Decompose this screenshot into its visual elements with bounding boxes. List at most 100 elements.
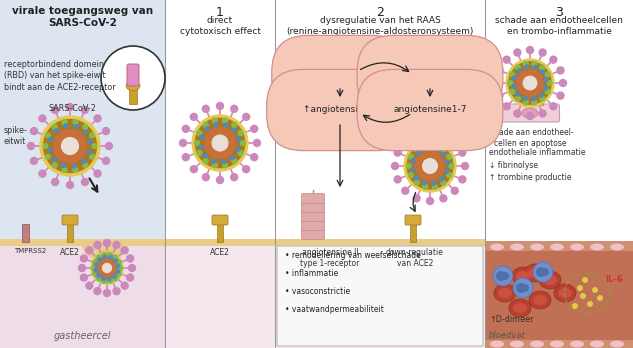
Circle shape (121, 247, 128, 254)
Circle shape (44, 120, 96, 172)
Circle shape (49, 137, 53, 142)
Circle shape (408, 154, 413, 159)
Circle shape (83, 124, 88, 129)
Bar (217, 220, 223, 242)
Circle shape (496, 92, 503, 99)
Circle shape (597, 295, 603, 301)
Circle shape (101, 253, 106, 258)
Circle shape (92, 143, 97, 149)
Circle shape (93, 254, 121, 282)
Circle shape (121, 282, 128, 289)
Circle shape (64, 124, 68, 128)
Circle shape (191, 166, 197, 173)
Circle shape (203, 105, 210, 112)
Circle shape (533, 262, 553, 282)
Circle shape (510, 72, 515, 77)
Circle shape (517, 70, 543, 96)
Circle shape (212, 159, 216, 163)
Circle shape (107, 277, 111, 281)
Circle shape (432, 143, 437, 148)
Circle shape (182, 154, 189, 161)
Circle shape (75, 125, 78, 129)
Circle shape (94, 242, 101, 248)
Circle shape (539, 110, 546, 117)
Circle shape (459, 149, 466, 156)
Circle shape (413, 130, 420, 137)
Circle shape (88, 140, 92, 144)
Circle shape (52, 124, 57, 129)
Circle shape (223, 118, 228, 123)
Circle shape (516, 92, 520, 96)
Bar (538, 94, 544, 106)
Circle shape (53, 158, 57, 161)
Circle shape (204, 128, 235, 158)
Circle shape (83, 163, 88, 168)
Circle shape (545, 89, 550, 94)
Circle shape (82, 106, 89, 113)
Circle shape (425, 147, 429, 151)
Circle shape (91, 266, 96, 270)
Text: receptorbindend domein
(RBD) van het spike-eiwit
bindt aan de ACE2-receptor: receptorbindend domein (RBD) van het spi… (4, 60, 116, 92)
Circle shape (514, 110, 521, 117)
Circle shape (230, 155, 235, 159)
Circle shape (253, 140, 261, 147)
Circle shape (72, 164, 76, 168)
Circle shape (101, 276, 106, 280)
Circle shape (86, 282, 93, 289)
Circle shape (91, 252, 123, 284)
Circle shape (191, 113, 197, 120)
Circle shape (517, 69, 521, 73)
Ellipse shape (512, 267, 534, 285)
Circle shape (30, 128, 37, 135)
Circle shape (39, 170, 46, 177)
Circle shape (572, 303, 578, 309)
Circle shape (106, 142, 113, 150)
Circle shape (94, 268, 98, 272)
Text: 2: 2 (376, 6, 384, 19)
FancyBboxPatch shape (301, 193, 325, 204)
Ellipse shape (530, 340, 544, 348)
Circle shape (46, 154, 51, 159)
Text: ↑angiotensine II: ↑angiotensine II (303, 105, 377, 114)
Text: • remodellering van weefselschade: • remodellering van weefselschade (285, 252, 421, 261)
Circle shape (97, 258, 102, 262)
Circle shape (127, 274, 134, 281)
Circle shape (540, 65, 545, 70)
Ellipse shape (610, 340, 624, 348)
Circle shape (216, 176, 223, 183)
Text: angiotensine1-9: angiotensine1-9 (393, 71, 467, 80)
Circle shape (414, 147, 419, 152)
Circle shape (87, 150, 91, 155)
Circle shape (560, 79, 567, 87)
Bar (485, 0, 633, 243)
Circle shape (113, 255, 118, 260)
Circle shape (422, 181, 427, 185)
Circle shape (550, 56, 557, 63)
Circle shape (513, 278, 533, 298)
Circle shape (101, 46, 165, 110)
Circle shape (96, 276, 101, 281)
Ellipse shape (524, 264, 546, 282)
Circle shape (103, 128, 110, 135)
Circle shape (503, 103, 510, 110)
FancyBboxPatch shape (405, 215, 421, 225)
Circle shape (494, 79, 501, 87)
Circle shape (514, 49, 521, 56)
Circle shape (103, 157, 110, 164)
Circle shape (238, 150, 243, 156)
Ellipse shape (498, 288, 512, 298)
Bar (275, 0, 485, 243)
Text: down-regulatie
van ACE2: down-regulatie van ACE2 (386, 248, 444, 268)
Circle shape (408, 173, 413, 178)
FancyBboxPatch shape (301, 212, 325, 221)
Text: bloedvat: bloedvat (489, 332, 526, 340)
Circle shape (506, 59, 554, 107)
Circle shape (241, 141, 246, 145)
Circle shape (78, 264, 85, 271)
Circle shape (577, 285, 583, 291)
Circle shape (544, 78, 548, 82)
Ellipse shape (516, 271, 530, 281)
Ellipse shape (543, 275, 557, 285)
Circle shape (30, 157, 37, 164)
Circle shape (417, 151, 420, 155)
